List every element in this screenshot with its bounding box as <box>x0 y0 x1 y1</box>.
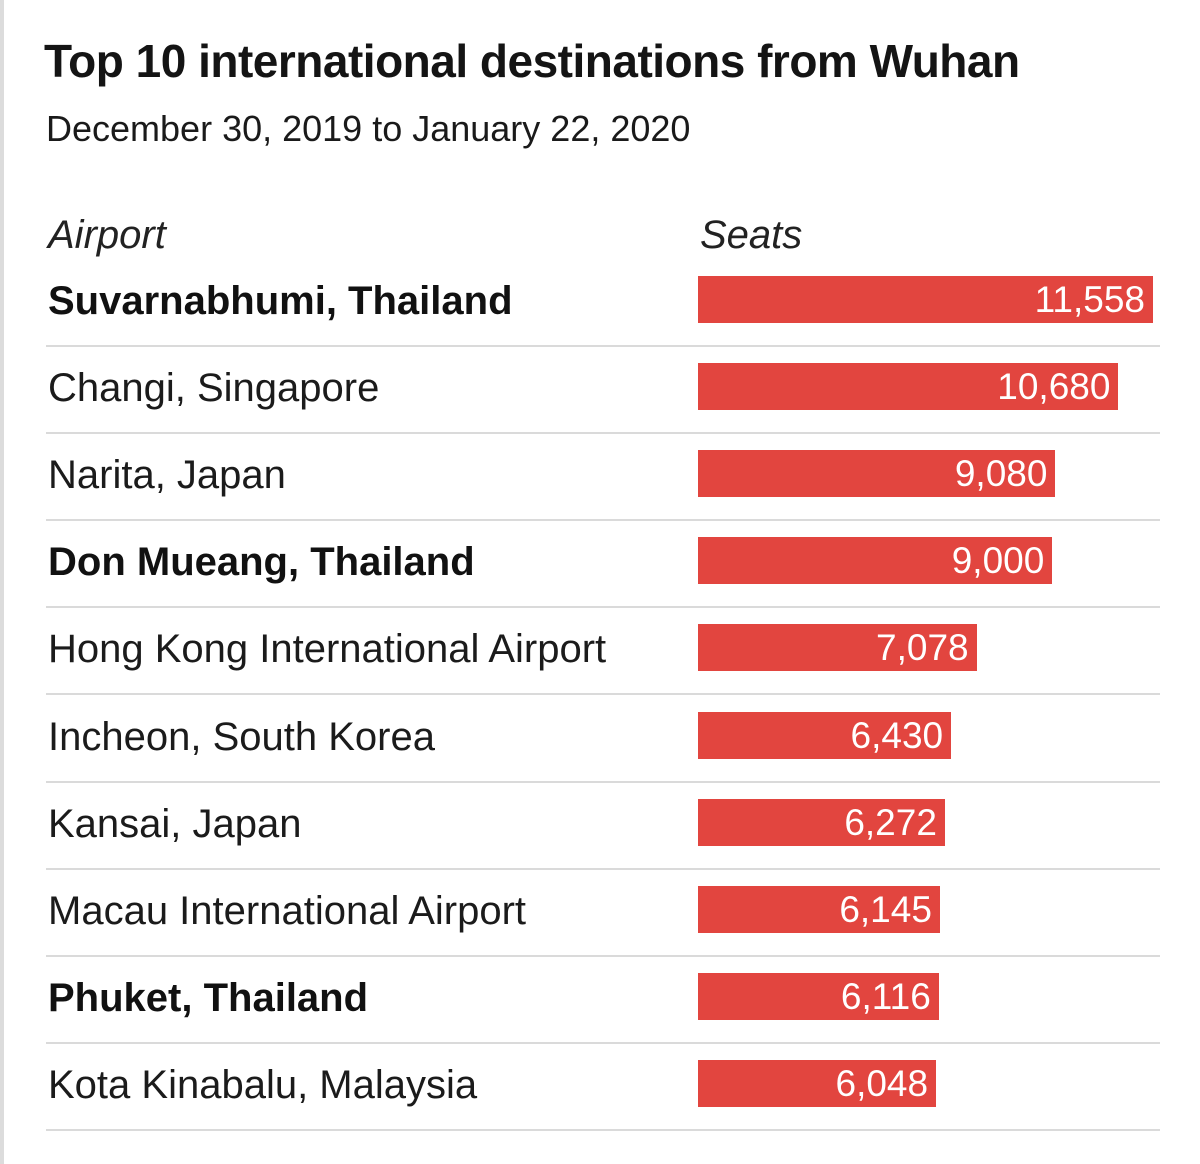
airport-label: Phuket, Thailand <box>48 975 369 1020</box>
seats-value-label: 9,000 <box>951 540 1045 582</box>
seats-value-label: 10,680 <box>997 366 1111 408</box>
airport-label: Narita, Japan <box>48 453 286 498</box>
airport-label: Don Mueang, Thailand <box>48 540 475 585</box>
row-divider <box>46 693 1160 696</box>
row-divider <box>46 606 1160 609</box>
left-border <box>0 0 4 1164</box>
airport-column-header: Airport <box>48 213 166 257</box>
seats-value-label: 6,048 <box>835 1062 929 1104</box>
airport-label: Macau International Airport <box>48 888 527 933</box>
seats-bar <box>698 972 939 1020</box>
airport-label: Kota Kinabalu, Malaysia <box>48 1062 478 1107</box>
row-divider <box>46 432 1160 435</box>
airport-label: Hong Kong International Airport <box>48 627 607 672</box>
airport-label: Suvarnabhumi, Thailand <box>48 279 513 323</box>
seats-bar <box>698 885 940 933</box>
row-divider <box>46 1041 1160 1044</box>
seats-value-label: 6,430 <box>850 714 944 756</box>
seats-bar <box>698 537 1053 585</box>
seats-value-label: 9,080 <box>954 453 1048 495</box>
airport-label: Incheon, South Korea <box>48 714 435 759</box>
chart-subtitle: December 30, 2019 to January 22, 2020 <box>46 108 691 149</box>
airport-label: Changi, Singapore <box>48 366 380 411</box>
chart-title: Top 10 international destinations from W… <box>44 35 1020 87</box>
row-divider <box>46 954 1160 957</box>
seats-bar <box>698 798 945 846</box>
seats-bar <box>698 711 952 759</box>
seats-value-label: 6,145 <box>839 888 932 930</box>
row-divider <box>46 519 1160 522</box>
seats-column-header: Seats <box>700 213 803 257</box>
row-divider <box>46 1128 1160 1131</box>
row-divider <box>46 780 1160 783</box>
seats-value-label: 6,272 <box>844 801 937 843</box>
airport-label: Kansai, Japan <box>48 801 302 846</box>
seats-bar <box>698 624 977 672</box>
seats-bar <box>698 1059 937 1107</box>
seats-value-label: 7,078 <box>876 627 969 669</box>
seats-bar <box>698 363 1119 411</box>
seats-value-label: 11,558 <box>1034 279 1145 320</box>
row-divider <box>46 345 1160 347</box>
seats-value-label: 6,116 <box>840 975 931 1017</box>
row-divider <box>46 867 1160 870</box>
seats-bar <box>698 450 1056 498</box>
seats-bar <box>698 276 1153 323</box>
